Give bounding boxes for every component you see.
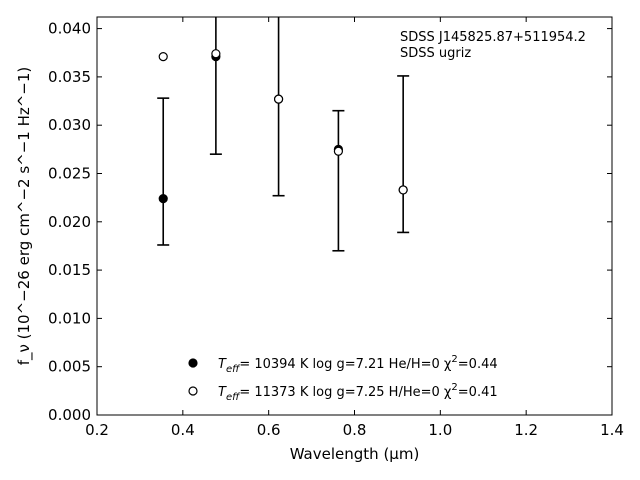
y-tick-label: 0.000	[48, 406, 91, 424]
legend-marker	[188, 386, 198, 396]
y-tick-label: 0.035	[48, 68, 91, 86]
y-tick-label: 0.015	[48, 261, 91, 279]
data-layer	[157, 17, 410, 252]
model-point-open	[398, 185, 408, 195]
y-tick-label: 0.020	[48, 213, 91, 231]
plot-frame	[96, 16, 613, 416]
x-tick-label: 1.4	[600, 421, 624, 439]
y-axis-label: f_ν (10^−26 erg cm^−2 s^−1 Hz^−1)	[15, 67, 34, 366]
x-tick-label: 1.0	[428, 421, 452, 439]
y-tick-label: 0.040	[48, 20, 91, 38]
x-tick-label: 0.2	[85, 421, 109, 439]
y-tick-label: 0.010	[48, 309, 91, 327]
legend-marker	[188, 358, 198, 368]
x-tick-label: 0.4	[171, 421, 195, 439]
model-point-open	[273, 94, 284, 104]
annotation-line: SDSS ugriz	[400, 46, 471, 61]
model-point-filled	[158, 194, 168, 204]
x-tick-label: 1.2	[514, 421, 538, 439]
x-axis-label: Wavelength (μm)	[290, 445, 420, 463]
legend-label: Teff= 10394 K log g=7.21 He/H=0 χ2=0.44	[218, 354, 498, 375]
axes-layer	[96, 16, 613, 416]
y-tick-label: 0.030	[48, 116, 91, 134]
x-tick-label: 0.8	[343, 421, 367, 439]
y-tick-label: 0.005	[48, 358, 91, 376]
y-tick-label: 0.025	[48, 164, 91, 182]
x-tick-label: 0.6	[257, 421, 281, 439]
annotation-line: SDSS J145825.87+511954.2	[400, 30, 586, 45]
text-layer: 0.2 0.4 0.6 0.8 1.0 1.2 1.4 0.000 0.005 0.010 0.01…	[15, 20, 624, 463]
model-point-open	[211, 49, 221, 59]
model-point-open	[158, 52, 168, 62]
legend-label: Teff= 11373 K log g=7.25 H/He=0 χ2=0.41	[218, 382, 498, 403]
model-point-open	[333, 146, 344, 156]
